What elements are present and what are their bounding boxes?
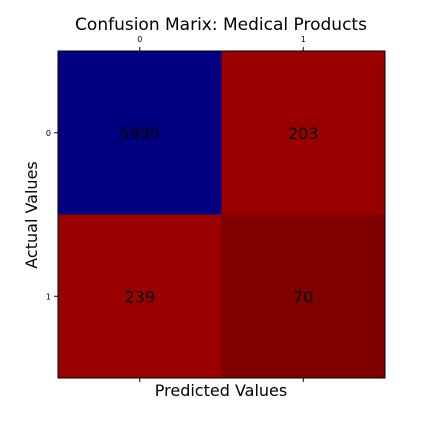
cell-value-1-1: 70 <box>293 287 313 306</box>
y-tick-label-0: 0 <box>46 129 51 138</box>
cell-value-0-1: 203 <box>288 124 319 143</box>
heatmap-cell-1-1 <box>221 214 385 378</box>
plot-frame <box>57 50 386 379</box>
x-tick-label-0: 0 <box>137 35 142 44</box>
x-axis-label: Predicted Values <box>155 381 287 400</box>
x-tick-label-1: 1 <box>301 35 306 44</box>
axis-ticks: 0 1 0 1 <box>46 35 306 382</box>
chart-title: Confusion Marix: Medical Products <box>75 15 367 35</box>
heatmap-cell-1-0 <box>58 214 222 378</box>
cell-value-1-0: 239 <box>124 287 155 306</box>
heatmap-cell-0-1 <box>221 51 385 215</box>
heatmap-cell-0-0 <box>58 51 222 215</box>
y-axis-label: Actual Values <box>22 161 41 268</box>
heatmap-cells: 5995 203 239 70 <box>57 50 386 379</box>
cell-value-0-0: 5995 <box>119 124 160 143</box>
y-tick-label-1: 1 <box>46 292 51 301</box>
